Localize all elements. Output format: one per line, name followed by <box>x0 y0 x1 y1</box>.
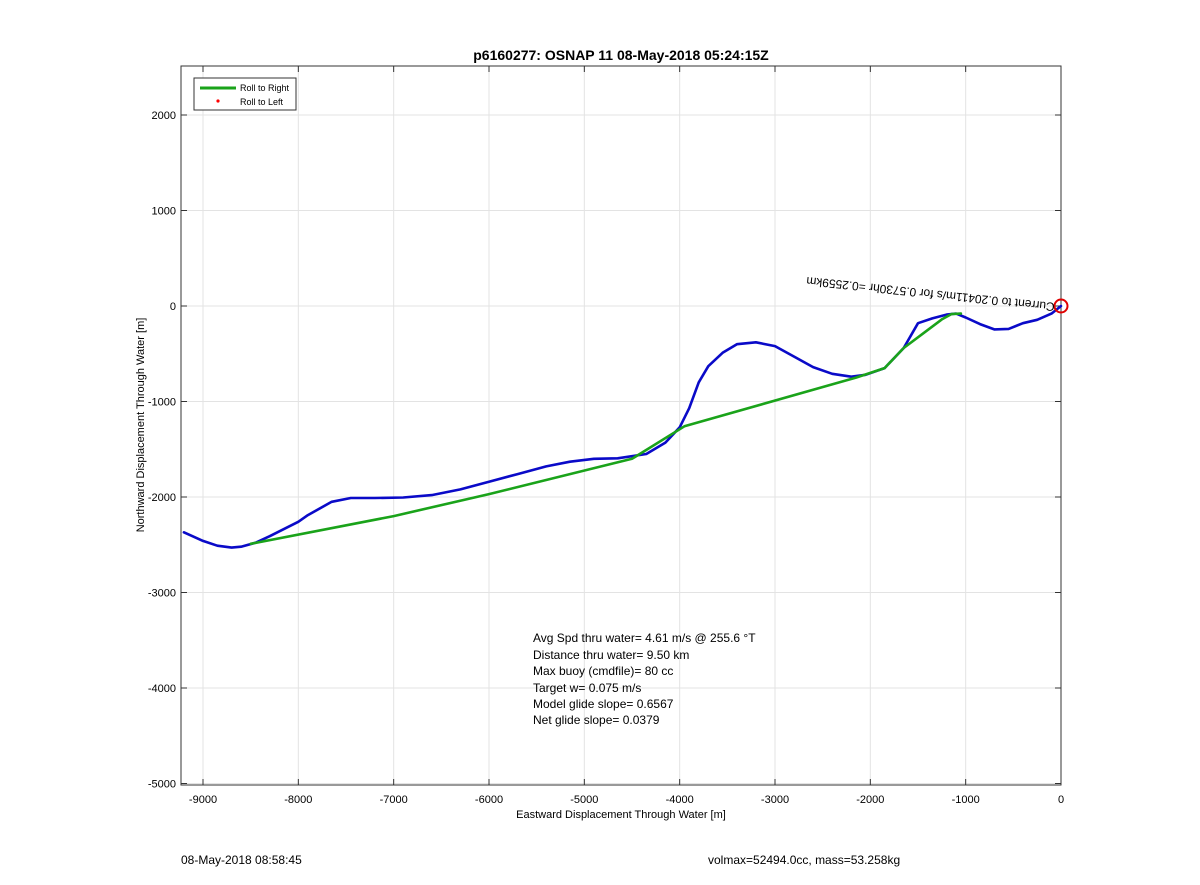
x-tick-label: -9000 <box>189 794 217 806</box>
y-tick-label: -1000 <box>148 397 176 409</box>
plot-frame <box>180 65 1062 786</box>
x-tick-label: -5000 <box>570 794 598 806</box>
stat-distance: Distance thru water= 9.50 km <box>533 648 689 662</box>
x-tick-label: -6000 <box>475 794 503 806</box>
legend-box <box>193 77 297 111</box>
legend-label-roll-right: Roll to Right <box>240 83 290 93</box>
y-tick-label: -4000 <box>148 683 176 695</box>
legend-label-roll-left: Roll to Left <box>240 97 284 107</box>
stat-avg-speed: Avg Spd thru water= 4.61 m/s @ 255.6 °T <box>533 631 756 645</box>
y-tick-label: 1000 <box>152 206 176 218</box>
stat-net-glide-slope: Net glide slope= 0.0379 <box>533 713 660 727</box>
tick-marks <box>181 66 1062 785</box>
legend-dot-roll-left <box>216 99 220 103</box>
stat-max-buoy: Max buoy (cmdfile)= 80 cc <box>533 664 673 678</box>
roll-right-line <box>249 312 963 546</box>
stat-model-glide-slope: Model glide slope= 0.6567 <box>533 697 674 711</box>
stats-block: Avg Spd thru water= 4.61 m/s @ 255.6 °T … <box>533 631 756 727</box>
x-tick-label: -2000 <box>856 794 884 806</box>
x-tick-label: 0 <box>1058 794 1064 806</box>
y-tick-labels: -5000 -4000 -3000 -2000 -1000 0 1000 2000 <box>148 110 176 791</box>
x-tick-label: -3000 <box>761 794 789 806</box>
x-tick-labels: -9000 -8000 -7000 -6000 -5000 -4000 -3000 -2000… <box>189 794 1064 806</box>
x-tick-label: -1000 <box>952 794 980 806</box>
plot-background <box>181 66 1061 785</box>
start-marker <box>1053 298 1069 314</box>
y-tick-label: -3000 <box>148 588 176 600</box>
y-axis-label: Northward Displacement Through Water [m] <box>135 318 147 533</box>
stat-target-w: Target w= 0.075 m/s <box>533 681 641 695</box>
axes <box>180 65 1062 786</box>
legend: Roll to Right Roll to Left <box>193 77 297 111</box>
x-tick-label: -8000 <box>284 794 312 806</box>
footer-mass-info: volmax=52494.0cc, mass=53.258kg <box>708 853 901 867</box>
chart-title: p6160277: OSNAP 11 08-May-2018 05:24:15Z <box>473 47 769 63</box>
x-tick-label: -4000 <box>666 794 694 806</box>
x-axis-label: Eastward Displacement Through Water [m] <box>516 809 726 821</box>
x-tick-label: -7000 <box>380 794 408 806</box>
y-tick-label: -5000 <box>148 779 176 791</box>
series-group <box>182 304 1063 549</box>
markers <box>1053 298 1069 314</box>
footer-timestamp: 08-May-2018 08:58:45 <box>181 853 302 867</box>
y-tick-label: 0 <box>170 301 176 313</box>
y-tick-label: 2000 <box>152 110 176 122</box>
y-tick-label: -2000 <box>148 492 176 504</box>
